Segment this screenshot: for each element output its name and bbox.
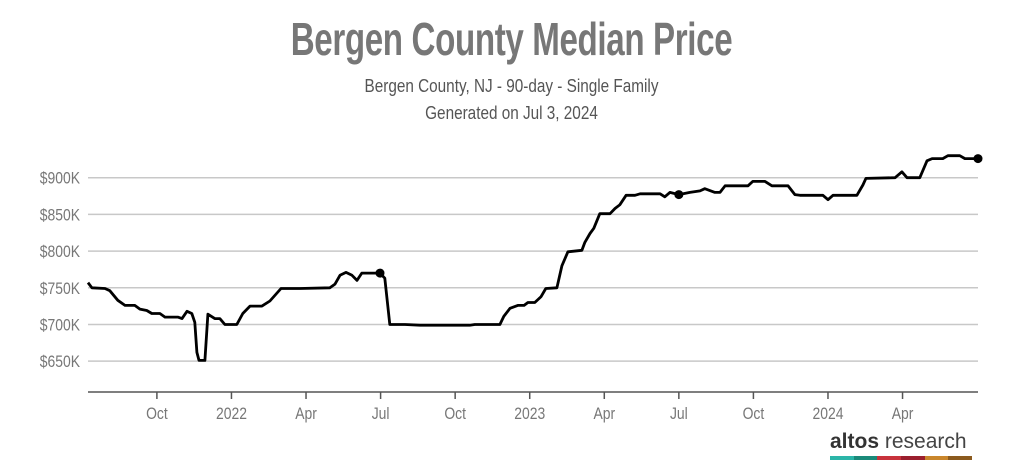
altos-research-logo: altos research <box>830 430 973 460</box>
logo-bold-text: altos <box>830 430 880 453</box>
logo-color-segment <box>853 456 878 460</box>
x-tick-label: 2022 <box>216 405 247 424</box>
chart-title: Bergen County Median Price <box>290 13 733 65</box>
x-tick-label: Apr <box>295 405 317 424</box>
x-tick-label: Oct <box>743 405 765 424</box>
x-tick-label: Apr <box>593 405 615 424</box>
y-tick-label: $850K <box>40 206 81 225</box>
y-tick-label: $750K <box>40 280 81 299</box>
y-tick-label: $800K <box>40 243 81 262</box>
y-tick-label: $700K <box>40 316 81 335</box>
median-price-line <box>86 154 978 362</box>
logo-color-segment <box>830 456 854 460</box>
x-tick-label: Oct <box>444 405 466 424</box>
y-tick-label: $650K <box>40 353 81 372</box>
logo-color-segment <box>877 456 902 460</box>
logo-color-segment <box>901 456 925 460</box>
x-tick-label: Jul <box>372 405 390 424</box>
y-tick-label: $900K <box>40 169 81 188</box>
data-point-marker <box>674 190 684 200</box>
chart-subtitle: Bergen County, NJ - 90-day - Single Fami… <box>364 76 659 96</box>
x-tick-label: Apr <box>892 405 914 424</box>
x-tick-label: Jul <box>670 405 688 424</box>
data-point-marker <box>375 268 385 278</box>
generated-date: Generated on Jul 3, 2024 <box>425 103 598 123</box>
x-tick-label: Oct <box>146 405 168 424</box>
x-tick-label: 2023 <box>514 405 545 424</box>
data-point-marker <box>973 154 983 164</box>
x-tick-label: 2024 <box>812 405 843 424</box>
logo-light-text: research <box>884 430 967 453</box>
logo-color-segment <box>948 456 973 460</box>
logo-color-segment <box>924 456 949 460</box>
logo-color-bar <box>830 456 973 460</box>
